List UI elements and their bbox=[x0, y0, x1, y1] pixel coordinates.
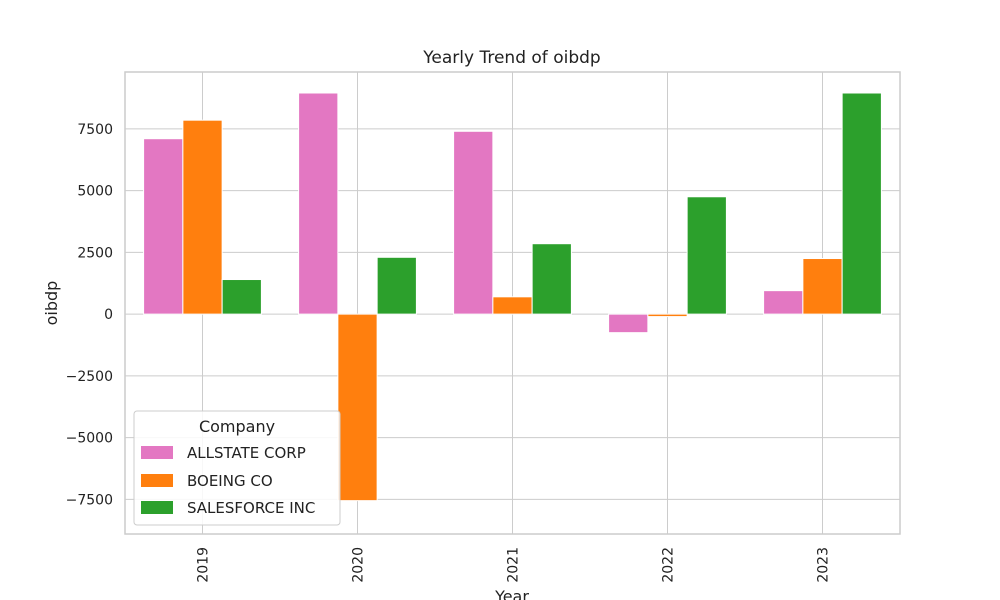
y-tick-label: −5000 bbox=[66, 431, 113, 447]
bar-boeing-co-2021 bbox=[492, 296, 533, 315]
x-axis-label: Year bbox=[494, 587, 529, 600]
y-tick-label: −7500 bbox=[66, 492, 113, 508]
x-tick-label: 2019 bbox=[196, 547, 212, 583]
y-tick-labels: −7500 −5000 −2500 0 2500 5000 7500 bbox=[66, 122, 113, 509]
legend-swatch-boeing bbox=[141, 474, 173, 487]
bar-allstate-corp-2023 bbox=[763, 290, 804, 315]
bar-salesforce-inc-2020 bbox=[376, 256, 417, 315]
legend-label-salesforce: SALESFORCE INC bbox=[187, 499, 315, 517]
bar-salesforce-inc-2019 bbox=[221, 279, 262, 315]
x-tick-label: 2022 bbox=[661, 547, 677, 583]
bar-salesforce-inc-2023 bbox=[841, 92, 882, 315]
x-tick-label: 2023 bbox=[816, 547, 832, 583]
bar-boeing-co-2019 bbox=[182, 119, 223, 315]
x-tick-label: 2021 bbox=[506, 547, 522, 583]
legend-label-allstate: ALLSTATE CORP bbox=[187, 444, 306, 462]
x-tick-label: 2020 bbox=[351, 547, 367, 583]
x-tick-labels: 2019 2020 2021 2022 2023 bbox=[196, 547, 832, 583]
y-axis-label: oibdp bbox=[42, 281, 61, 326]
chart-title: Yearly Trend of oibdp bbox=[422, 48, 600, 68]
y-tick-label: 5000 bbox=[77, 184, 113, 200]
legend-swatch-allstate bbox=[141, 446, 173, 459]
bar-allstate-corp-2021 bbox=[453, 130, 494, 315]
bar-allstate-corp-2019 bbox=[143, 138, 184, 315]
bar-boeing-co-2022 bbox=[647, 313, 688, 318]
bar-salesforce-inc-2022 bbox=[686, 196, 727, 315]
plot-frame bbox=[124, 71, 901, 535]
bar-allstate-corp-2022 bbox=[608, 313, 649, 334]
y-tick-label: 2500 bbox=[77, 245, 113, 261]
bar-boeing-co-2020 bbox=[337, 313, 378, 502]
bar-allstate-corp-2020 bbox=[298, 92, 339, 315]
legend: Company ALLSTATE CORP BOEING CO SALESFOR… bbox=[133, 410, 341, 526]
legend-box bbox=[133, 410, 341, 526]
bar-salesforce-inc-2021 bbox=[531, 243, 572, 315]
bars-layer bbox=[143, 92, 882, 502]
legend-title: Company bbox=[199, 417, 275, 436]
bar-boeing-co-2023 bbox=[802, 258, 843, 315]
y-tick-label: 0 bbox=[104, 307, 113, 323]
y-tick-label: 7500 bbox=[77, 122, 113, 138]
legend-swatch-salesforce bbox=[141, 501, 173, 514]
y-tick-label: −2500 bbox=[66, 369, 113, 385]
legend-label-boeing: BOEING CO bbox=[187, 472, 273, 490]
